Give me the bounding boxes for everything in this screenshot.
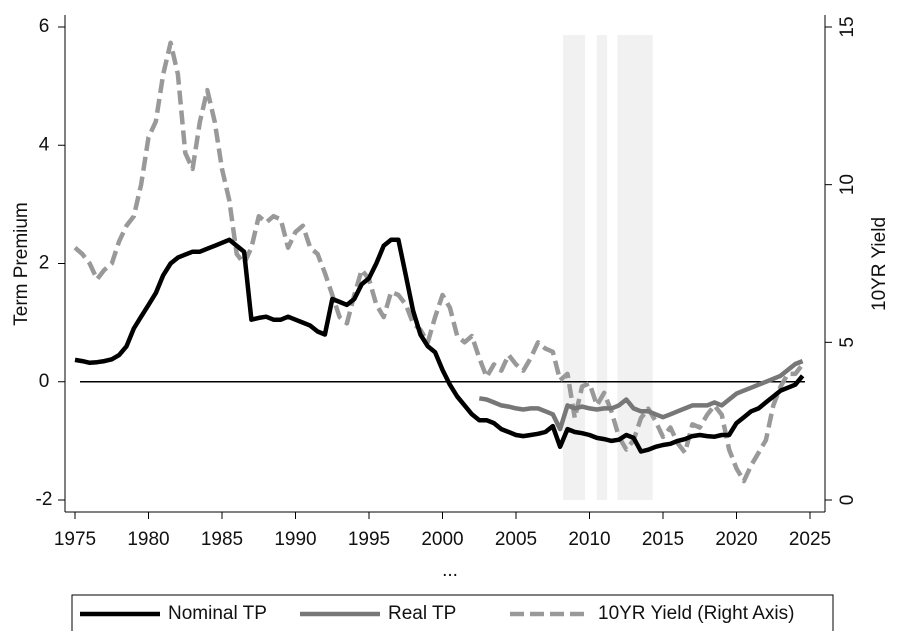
legend-label: 10YR Yield (Right Axis) [598,603,794,624]
x-axis-title: ... [442,560,458,581]
legend-box [71,594,834,631]
shaded-range [623,35,653,500]
series-line [74,237,805,454]
y-tick-label: 0 [39,371,50,392]
y2-axis-title: 10YR Yield [869,217,890,311]
x-tick-label: 2015 [642,529,684,550]
y-tick-label: 6 [39,16,50,37]
shaded-range [596,35,608,500]
y-tick-label: 2 [39,253,50,274]
y2-tick-label: 15 [837,16,858,37]
y-axis-title: Term Premium [11,202,32,326]
y2-tick-label: 0 [837,495,858,506]
y2-tick-label: 5 [837,337,858,348]
x-tick-label: 1990 [274,529,316,550]
x-tick-label: 2010 [568,529,610,550]
y2-tick-label: 10 [837,174,858,195]
x-tick-label: 1995 [348,529,390,550]
series-line [73,40,805,484]
shaded-range [617,35,624,500]
legend-label: Real TP [388,603,456,624]
shaded-range [563,35,586,500]
y-tick-label: -2 [36,489,53,510]
x-tick-label: 1985 [201,529,243,550]
x-tick-label: 2025 [789,529,831,550]
x-tick-label: 1975 [54,529,96,550]
x-tick-label: 2000 [421,529,463,550]
x-tick-label: 2020 [715,529,757,550]
x-tick-label: 2005 [495,529,537,550]
series-line [478,359,804,432]
x-tick-label: 1980 [127,529,169,550]
legend-label: Nominal TP [168,603,267,624]
y-tick-label: 4 [39,134,50,155]
